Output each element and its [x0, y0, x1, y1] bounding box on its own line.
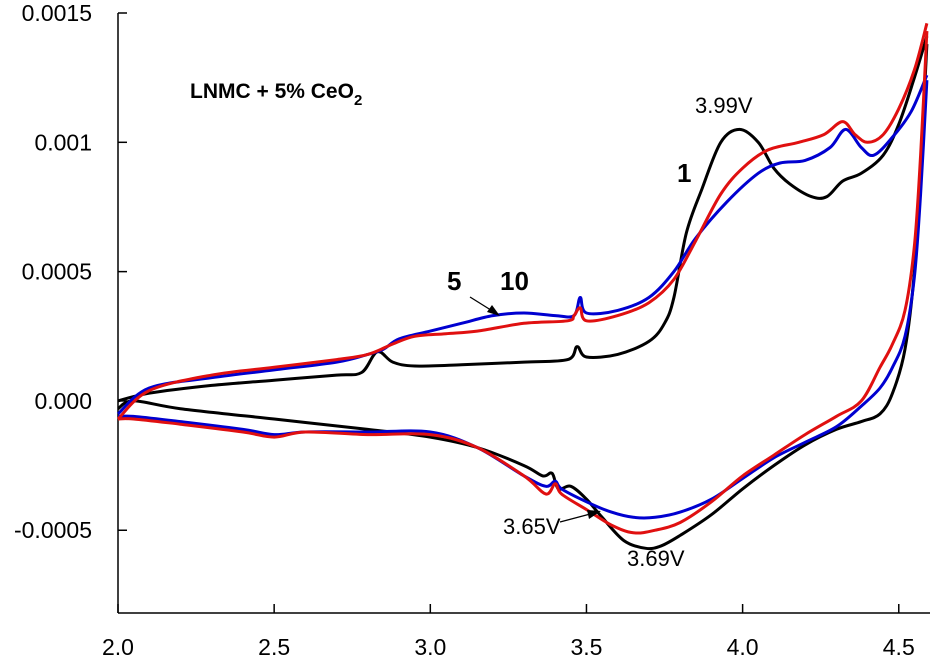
series-group — [116, 22, 929, 551]
cycle-label-1: 1 — [677, 158, 691, 188]
x-tick-label: 2.0 — [102, 634, 134, 660]
series-cycle-10-cathodic-line — [117, 31, 929, 535]
cycle-label-10: 10 — [500, 266, 529, 296]
y-tick-label: 0.0005 — [22, 259, 92, 285]
series-cycle-1-cathodic-line — [117, 43, 929, 551]
x-tick-label: 2.5 — [258, 634, 290, 660]
cycle-label-5: 5 — [447, 266, 461, 296]
y-tick-label: 0.000 — [34, 388, 92, 414]
series-cycle-10-anodic-line — [116, 22, 929, 421]
axis-ticks: 2.0 2.5 3.0 3.5 4.0 4.5 -0.0005 0.000 0.0005 0.00… — [14, 0, 915, 660]
x-tick-label: 3.0 — [414, 634, 446, 660]
x-tick-label: 3.5 — [570, 634, 602, 660]
y-tick-label: -0.0005 — [14, 517, 92, 543]
arrow-3-65v-head — [587, 510, 601, 519]
inset-label-subscript: 2 — [354, 92, 362, 109]
annotations: 3.99V 3.65V 3.69V 1 5 10 — [447, 93, 753, 571]
axes — [117, 13, 930, 614]
series-cycle-1-anodic-line — [117, 35, 929, 403]
inset-label-main: LNMC + 5% CeO — [190, 80, 354, 103]
arrow-cycle-5-10-head — [487, 305, 500, 316]
series-cycle-5-cathodic-line — [117, 80, 929, 520]
annotation-3-69v: 3.69V — [627, 546, 685, 571]
annotation-3-99v: 3.99V — [695, 93, 753, 118]
x-tick-label: 4.0 — [727, 634, 759, 660]
inset-label: LNMC + 5% CeO2 — [190, 80, 362, 109]
y-tick-label: 0.001 — [34, 129, 92, 155]
x-tick-label: 4.5 — [883, 634, 915, 660]
annotation-3-65v: 3.65V — [503, 514, 561, 539]
y-tick-label: 0.0015 — [22, 0, 92, 26]
